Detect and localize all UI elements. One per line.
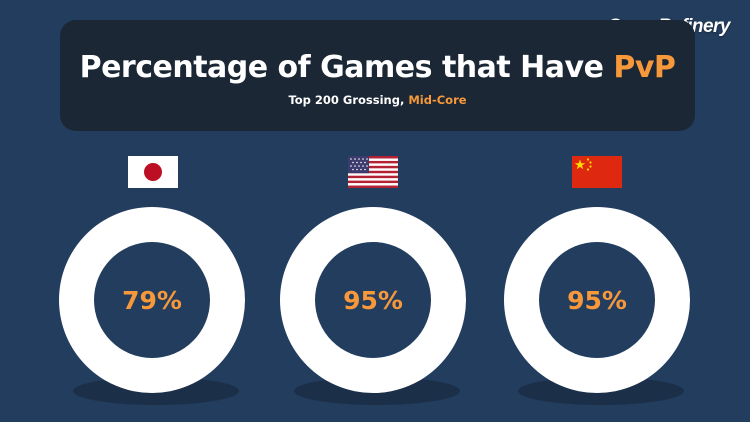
usa-flag-icon [348,156,398,188]
gauge-value-label: 79% [122,286,182,315]
gauge-value-label: 95% [567,286,627,315]
title-highlight: PvP [613,50,676,85]
gauge-usa: 95% [280,207,466,405]
title-banner: Percentage of Games that Have PvP Top 20… [60,20,695,131]
gauge-center [94,242,210,358]
gauge-center [539,242,655,358]
chart-title: Percentage of Games that Have PvP [60,50,695,85]
japan-flag-icon [128,156,178,188]
gauge-china: 95% [504,207,690,405]
gauge-center [315,242,431,358]
china-flag-icon [572,156,622,188]
chart-subtitle: Top 200 Grossing, Mid-Core [60,93,695,107]
subtitle-main: Top 200 Grossing, [288,93,409,107]
subtitle-highlight: Mid-Core [408,93,467,107]
gauge-value-label: 95% [343,286,403,315]
gauge-japan: 79% [59,207,245,405]
title-main: Percentage of Games that Have [79,50,614,85]
